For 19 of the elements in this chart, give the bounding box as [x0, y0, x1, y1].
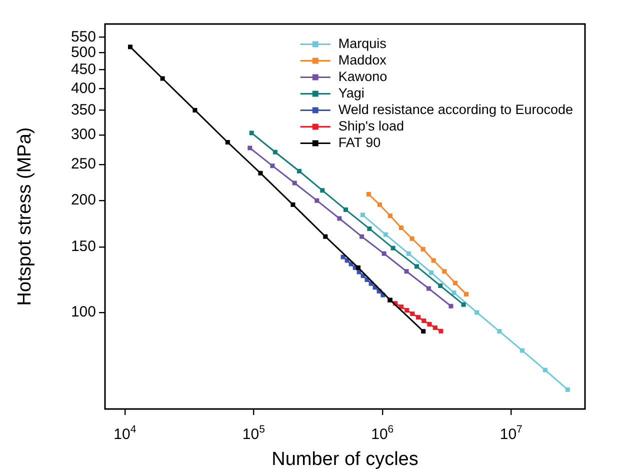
y-tick-label: 400	[70, 80, 96, 97]
y-tick-label: 100	[70, 304, 96, 321]
y-tick-label: 200	[70, 192, 96, 209]
y-tick-label: 150	[70, 238, 96, 256]
x-axis-title: Number of cycles	[272, 448, 418, 470]
y-tick-label: 500	[70, 44, 96, 61]
legend-label: Ship's load	[338, 118, 404, 134]
legend-label: Maddox	[338, 52, 387, 68]
legend-label: Yagi	[338, 85, 364, 100]
legend-label: Weld resistance according to Eurocode	[338, 102, 574, 117]
legend-label: Marquis	[338, 36, 387, 51]
legend-label: FAT 90	[338, 134, 381, 150]
y-axis-title: Hotspot stress (MPa)	[14, 127, 36, 306]
y-tick-label: 300	[70, 126, 96, 144]
y-tick-label: 450	[70, 60, 96, 78]
y-tick-label: 250	[70, 156, 96, 173]
legend-label: Kawono	[338, 68, 388, 84]
y-tick-label: 550	[70, 28, 96, 46]
y-tick-label: 350	[70, 101, 96, 118]
